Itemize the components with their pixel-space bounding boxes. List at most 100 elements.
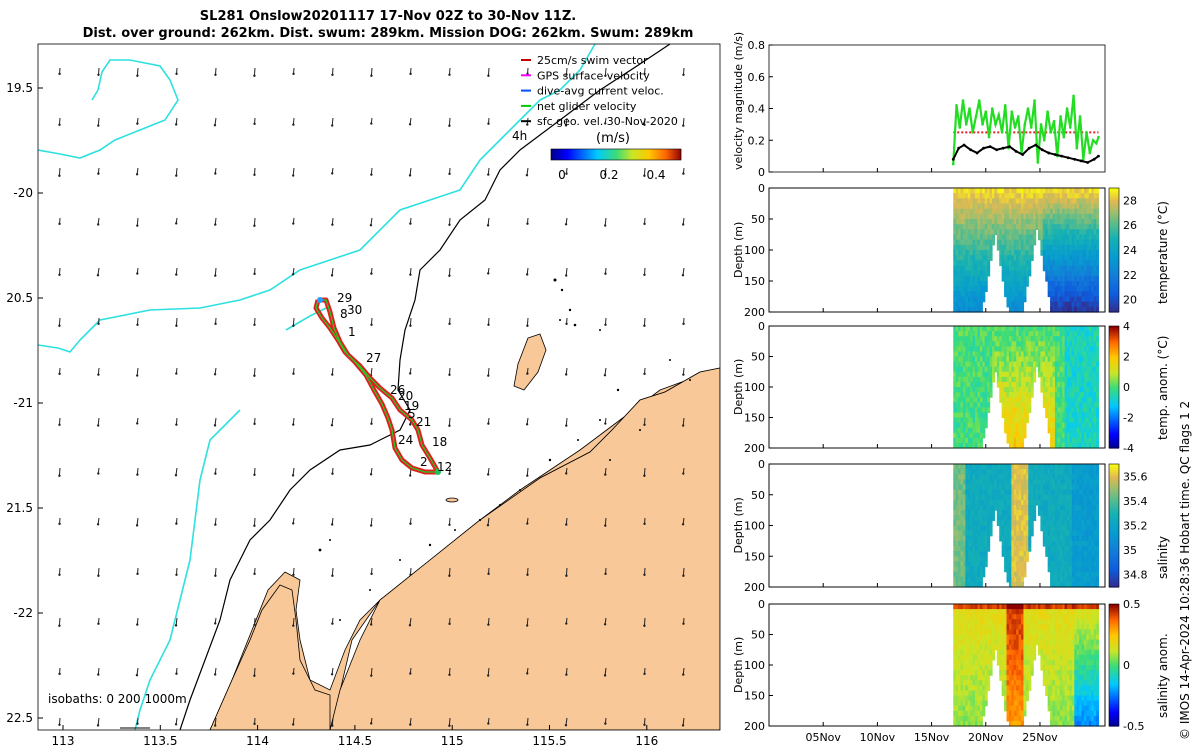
section-cell: [1086, 499, 1090, 506]
legend-label: GPS surface velocity: [537, 69, 650, 82]
section-cell: [975, 484, 979, 491]
section-cell: [1008, 265, 1012, 272]
section-cell: [979, 510, 983, 516]
lat-tick-label: 19.5: [6, 81, 33, 95]
section-cell: [1059, 442, 1063, 449]
day-label: 30: [347, 303, 362, 317]
section-cell: [977, 366, 981, 373]
section-cell: [1096, 224, 1100, 230]
section-cell: [953, 556, 957, 562]
section-cell: [1013, 387, 1017, 393]
colorbar-cell: [1109, 468, 1119, 471]
section-cell: [1042, 392, 1046, 398]
section-cell: [1021, 326, 1025, 332]
section-cell: [958, 525, 962, 532]
section-cell: [1062, 464, 1066, 470]
section-cell: [1076, 464, 1080, 470]
section-cell: [1067, 510, 1071, 516]
vector-head: [174, 474, 178, 477]
section-cell: [960, 685, 964, 692]
section-cell: [970, 376, 974, 383]
section-cell: [989, 479, 993, 486]
section-cell: [1023, 571, 1027, 578]
section-cell: [994, 198, 998, 205]
section-cell: [972, 510, 976, 516]
section-cell: [1040, 198, 1044, 205]
section-cell: [1071, 561, 1075, 568]
section-cell: [1096, 571, 1100, 578]
section-cell: [958, 326, 962, 332]
section-cell: [1011, 250, 1015, 256]
section-cell: [1025, 265, 1029, 272]
section-cell: [1045, 208, 1049, 215]
section-cell: [958, 670, 962, 676]
section-cell: [1023, 275, 1027, 282]
section-cell: [1008, 489, 1012, 496]
section-cell: [982, 296, 986, 303]
section-cell: [982, 515, 986, 521]
section-cell: [1088, 301, 1092, 308]
section-cell: [982, 474, 986, 480]
section-cell: [1062, 203, 1066, 210]
section-cell: [1030, 361, 1034, 368]
section-cell: [1023, 484, 1027, 491]
section-cell: [1083, 376, 1087, 383]
section-cell: [1083, 361, 1087, 368]
section-cell: [953, 387, 957, 393]
section-cell: [999, 239, 1003, 246]
section-cell: [1091, 361, 1095, 368]
section-cell: [984, 188, 988, 194]
section-cell: [996, 331, 1000, 337]
section-cell: [1030, 464, 1034, 470]
section-cell: [1013, 561, 1017, 568]
section-cell: [1023, 250, 1027, 256]
section-cell: [1069, 208, 1073, 215]
section-cell: [1076, 351, 1080, 358]
section-cell: [977, 479, 981, 486]
vector-head: [253, 473, 256, 476]
section-cell: [1081, 561, 1085, 568]
section-cell: [1079, 341, 1083, 347]
section-cell: [1083, 286, 1087, 292]
section-cell: [1076, 489, 1080, 496]
section-cell: [955, 229, 959, 236]
section-cell: [962, 193, 966, 199]
section-cell: [967, 381, 971, 388]
colorbar-cell: [1109, 372, 1119, 376]
section-cell: [1052, 561, 1056, 568]
section-cell: [989, 244, 993, 251]
section-cell: [1004, 387, 1008, 393]
section-cell: [1028, 356, 1032, 363]
colorbar-frame: [1108, 187, 1120, 313]
section-cell: [967, 301, 971, 308]
section-cell: [975, 208, 979, 215]
section-cell: [1030, 234, 1034, 241]
section-cell: [1062, 361, 1066, 368]
section-cell: [1023, 219, 1027, 225]
section-cell: [1091, 442, 1095, 449]
section-cell: [1088, 540, 1092, 547]
colorbar-cell: [1109, 384, 1119, 388]
current-vector: [97, 417, 100, 426]
vector-head: [370, 122, 373, 125]
section-cell: [1001, 412, 1005, 419]
colorbar-cell: [1109, 241, 1119, 245]
section-cell: [1081, 193, 1085, 199]
section-cell: [962, 361, 966, 368]
section-cell: [972, 301, 976, 308]
vector-head: [643, 474, 646, 477]
section-cell: [962, 392, 966, 398]
section-cell: [1016, 581, 1020, 588]
current-vector: [370, 217, 373, 226]
section-cell: [1096, 392, 1100, 398]
section-cell: [1004, 464, 1008, 470]
colorbar-cell: [1109, 274, 1119, 278]
section-cell: [1028, 546, 1032, 552]
section-cell: [1059, 397, 1063, 403]
section-cell: [984, 515, 988, 521]
section-cell: [1074, 556, 1078, 562]
section-cell: [1052, 265, 1056, 272]
section-cell: [996, 351, 1000, 358]
section-cell: [1047, 265, 1051, 272]
colorbar-cell: [655, 149, 657, 160]
